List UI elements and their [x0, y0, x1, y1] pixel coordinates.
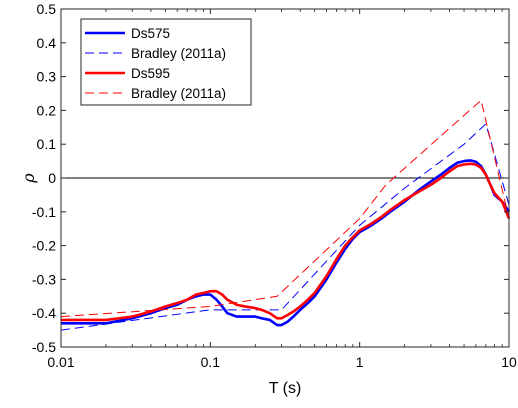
y-tick-label: -0.3	[32, 271, 56, 287]
y-tick-label: -0.5	[32, 339, 56, 355]
legend-label-ds575: Ds575	[131, 26, 170, 41]
series-line-bradley-2011a-1	[60, 123, 510, 331]
y-tick-label: 0.1	[37, 136, 57, 152]
x-axis-label: T (s)	[269, 380, 302, 397]
y-axis-label: ρ	[19, 173, 38, 184]
y-tick-label: 0.3	[37, 69, 57, 85]
x-tick-label: 10	[501, 354, 517, 370]
legend: Ds575 Bradley (2011a) Ds595 Bradley (201…	[80, 18, 252, 106]
y-tick-label: 0	[48, 170, 56, 186]
x-tick-label: 1	[356, 354, 364, 370]
y-tick-label: 0.2	[37, 102, 57, 118]
series-line-ds595-2	[61, 162, 511, 322]
series-layer	[60, 99, 511, 331]
y-tick-label: 0.5	[37, 1, 57, 17]
series-line-bradley-2011a-3	[60, 99, 510, 318]
legend-label-bradley-red: Bradley (2011a)	[131, 86, 226, 101]
y-tick-label: -0.4	[32, 305, 56, 321]
legend-label-bradley-blue: Bradley (2011a)	[131, 46, 226, 61]
y-tick-label: -0.1	[32, 204, 56, 220]
x-tick-label: 0.01	[47, 354, 74, 370]
x-tick-label: 0.1	[201, 354, 221, 370]
legend-label-ds595: Ds595	[131, 66, 170, 81]
y-tick-label: -0.2	[32, 238, 56, 254]
tick-layer: -0.5 -0.4 -0.3 -0.2 -0.1 0 0.1 0.2 0.3 0.4 0.5 0.01…	[32, 1, 517, 370]
series-line-ds575-0	[61, 159, 511, 327]
y-tick-label: 0.4	[37, 35, 57, 51]
